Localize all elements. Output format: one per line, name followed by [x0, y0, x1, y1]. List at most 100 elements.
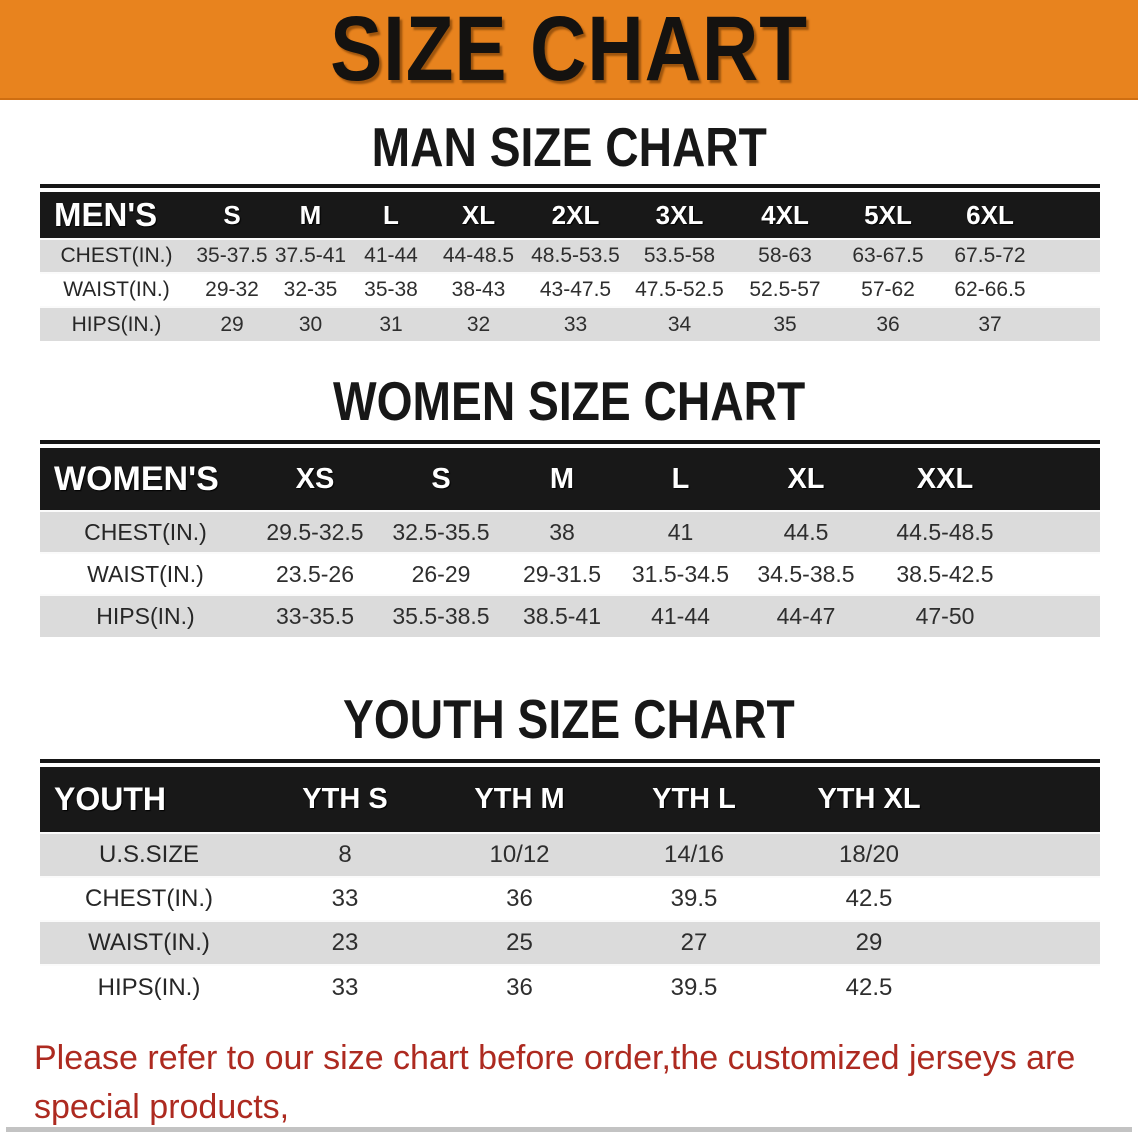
row-label: CHEST(IN.)	[84, 518, 207, 545]
measurement-value: 29-32	[205, 278, 259, 301]
measurement-value: 44.5-48.5	[896, 518, 994, 545]
row-label: HIPS(IN.)	[96, 603, 195, 629]
measurement-value: 57-62	[861, 278, 915, 301]
size-column-header: 5XL	[864, 199, 912, 230]
measurement-value: 32	[466, 312, 491, 336]
measurement-value: 30	[298, 312, 323, 336]
measurement-value: 14/16	[663, 841, 725, 868]
size-column-header: 6XL	[966, 199, 1014, 230]
table-row: U.S.SIZE 8 10/12 14/16 18/20	[40, 833, 1100, 877]
measurement-value: 33-35.5	[275, 603, 354, 629]
row-label: U.S.SIZE	[98, 841, 200, 868]
measurement-value: 34.5-38.5	[757, 560, 855, 587]
measurement-value: 36	[506, 885, 533, 912]
men-size-table-container: MEN'S S M L XL 2XL 3XL 4XL 5XL 6XL CHEST(IN.) 35-3…	[40, 184, 1100, 341]
measurement-value: 39.5	[670, 885, 718, 912]
measurement-value: 53.5-58	[643, 244, 716, 267]
women-size-table: WOMEN'S XS S M L XL XXL CHEST(IN.) 29.5-32.5 32.…	[40, 448, 1100, 637]
measurement-value: 33	[563, 312, 588, 336]
measurement-value: 23	[331, 929, 359, 956]
measurement-value: 42.5	[845, 885, 893, 912]
row-label: CHEST(IN.)	[60, 244, 173, 267]
measurement-value: 38.5-41	[522, 603, 601, 629]
row-label: HIPS(IN.)	[97, 973, 201, 1001]
size-column-header: YTH XL	[817, 783, 921, 815]
measurement-value: 35	[773, 312, 797, 336]
table-corner-label: YOUTH	[54, 781, 166, 817]
measurement-value: 36	[876, 312, 900, 336]
row-label: WAIST(IN.)	[63, 278, 170, 301]
measurement-value: 27	[680, 929, 708, 956]
measurement-value: 39.5	[670, 973, 718, 1001]
measurement-value: 58-63	[758, 244, 812, 267]
size-column-header: M	[549, 462, 575, 495]
section-title-men: MAN SIZE CHART	[371, 116, 767, 178]
size-column-header: YTH L	[652, 783, 736, 815]
table-row: WAIST(IN.) 29-32 32-35 35-38 38-43 43-47.5 47.…	[40, 273, 1100, 307]
measurement-value: 63-67.5	[852, 244, 924, 267]
measurement-value: 34	[667, 312, 692, 336]
women-size-table-container: WOMEN'S XS S M L XL XXL CHEST(IN.) 29.5-32.5 32.…	[40, 440, 1100, 637]
measurement-value: 25	[506, 929, 533, 956]
measurement-value: 18/20	[838, 841, 900, 868]
page-title: SIZE CHART	[330, 0, 808, 100]
table-row: HIPS(IN.) 33-35.5 35.5-38.5 38.5-41 41-44 44-…	[40, 595, 1100, 637]
measurement-value: 67.5-72	[954, 244, 1026, 267]
measurement-value: 35-38	[364, 278, 418, 301]
size-column-header: 3XL	[655, 199, 704, 230]
measurement-value: 35.5-38.5	[392, 603, 490, 629]
table-header-row: MEN'S S M L XL 2XL 3XL 4XL 5XL 6XL	[40, 192, 1100, 239]
size-column-header: XL	[787, 462, 825, 495]
table-row: CHEST(IN.) 29.5-32.5 32.5-35.5 38 41 44.5 44.5…	[40, 511, 1100, 553]
measurement-value: 29.5-32.5	[266, 518, 364, 545]
measurement-value: 38.5-42.5	[896, 560, 994, 587]
bottom-edge-strip	[6, 1127, 1132, 1132]
size-column-header: M	[299, 199, 322, 230]
measurement-value: 37.5-41	[274, 244, 347, 267]
table-corner-label: WOMEN'S	[54, 459, 219, 498]
measurement-value: 37	[978, 312, 1002, 336]
size-column-header: L	[383, 199, 399, 230]
size-column-header: L	[671, 462, 690, 495]
measurement-value: 10/12	[489, 841, 550, 868]
header-banner: SIZE CHART	[0, 0, 1138, 100]
table-row: CHEST(IN.) 33 36 39.5 42.5	[40, 877, 1100, 921]
row-label: WAIST(IN.)	[88, 929, 210, 956]
row-filler	[1041, 273, 1100, 307]
measurement-value: 33	[331, 973, 359, 1001]
youth-section-heading: YOUTH SIZE CHART	[0, 690, 1138, 748]
measurement-value: 47.5-52.5	[635, 278, 724, 301]
men-section-heading: MAN SIZE CHART	[0, 118, 1138, 176]
row-filler	[1018, 595, 1100, 637]
header-filler	[1018, 448, 1100, 511]
size-column-header: 2XL	[551, 199, 600, 230]
measurement-value: 32.5-35.5	[392, 518, 490, 545]
row-filler	[1041, 307, 1100, 341]
row-label: HIPS(IN.)	[71, 312, 162, 336]
header-filler	[1041, 192, 1100, 239]
measurement-value: 42.5	[845, 973, 893, 1001]
measurement-value: 62-66.5	[954, 278, 1026, 301]
footer-note: Please refer to our size chart before or…	[34, 1034, 1122, 1132]
row-filler	[1018, 511, 1100, 553]
row-filler	[957, 965, 1100, 1009]
size-column-header: XS	[295, 462, 335, 495]
measurement-value: 32-35	[283, 278, 338, 301]
row-label: CHEST(IN.)	[85, 885, 213, 912]
size-column-header: XXL	[916, 462, 974, 495]
row-filler	[957, 833, 1100, 877]
table-row: HIPS(IN.) 33 36 39.5 42.5	[40, 965, 1100, 1009]
measurement-value: 29	[855, 929, 883, 956]
measurement-value: 35-37.5	[196, 244, 268, 267]
row-filler	[957, 921, 1100, 965]
table-header-row: YOUTH YTH S YTH M YTH L YTH XL	[40, 767, 1100, 833]
measurement-value: 43-47.5	[539, 278, 612, 301]
measurement-value: 44-47	[776, 603, 836, 629]
measurement-value: 38	[549, 518, 575, 545]
table-row: WAIST(IN.) 23.5-26 26-29 29-31.5 31.5-34.5 34…	[40, 553, 1100, 595]
measurement-value: 23.5-26	[275, 560, 354, 587]
row-label: WAIST(IN.)	[87, 560, 204, 587]
size-column-header: YTH S	[302, 783, 388, 815]
section-title-women: WOMEN SIZE CHART	[332, 370, 806, 432]
